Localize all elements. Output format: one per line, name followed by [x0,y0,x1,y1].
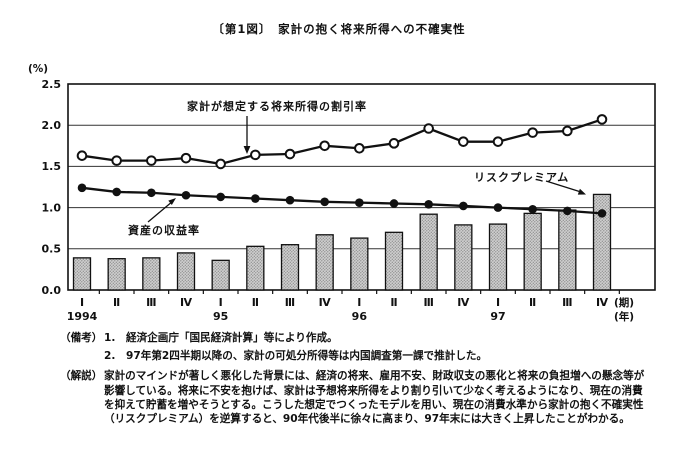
open-circle-marker [284,148,296,160]
filled-circle-marker [251,194,260,203]
discount-rate-annotation: 家計が想定する将来所得の割引率 [187,100,367,113]
risk-arrow-line [545,180,582,193]
open-circle-marker [146,155,157,166]
filled-circle-marker [77,183,87,193]
risk-premium-bar [211,259,230,291]
discount-arrow-head [243,146,251,154]
x-quarter-label: Ⅰ [80,296,84,309]
risk-premium-bar [384,231,404,291]
open-circle-marker [354,142,365,154]
x-quarter-label: Ⅱ [390,296,397,309]
return-arrow-line [147,200,174,223]
x-quarter-label: Ⅲ [285,296,295,309]
x-year-label: 97 [490,310,505,323]
y-tick-label: 1.5 [42,160,62,173]
open-circle-marker [76,150,88,161]
kaisetsu-body: 家計のマインドが著しく悪化した背景には、経済の将来、雇用不安、財政収支の悪化と将… [104,370,645,426]
filled-circle-marker [493,203,503,212]
open-circle-marker [458,136,469,147]
risk-premium-bar [558,209,577,291]
open-circle-marker [596,114,608,125]
biko-label: （備考） [60,332,103,344]
risk-premium-bar [523,212,542,291]
biko-item-2: 2. 97年第2四半期以降の、家計の可処分所得等は内国調査第一課で推計した。 [104,349,488,362]
risk-premium-bar [176,252,196,291]
x-quarter-label: Ⅰ [219,296,223,309]
risk-premium-annotation: リスクプレミアム [474,171,570,184]
figure-title: 〔第1図〕 家計の抱く将来所得への不確実性 [212,22,466,36]
x-quarter-label: Ⅳ [457,296,470,309]
x-year-label: 95 [213,310,228,323]
filled-circle-marker [528,204,537,214]
open-circle-marker [111,155,122,166]
risk-premium-bar [592,193,612,291]
open-circle-marker [423,123,434,134]
asset-return-annotation: 資産の収益率 [128,224,200,237]
y-tick-label: 1.0 [42,201,62,214]
notes-section: （備考） 1. 経済企画庁「国民経済計算」等により作成。 2. 97年第2四半期… [60,331,652,429]
risk-arrow-head [577,188,586,195]
risk-premium-bar [280,244,300,291]
open-circle-marker [492,136,504,147]
risk-premium-bar [72,257,92,291]
risk-premium-bar [142,257,161,291]
filled-circle-marker [216,192,225,202]
y-tick-label: 0.0 [42,284,62,297]
risk-premium-bar [488,223,508,291]
x-year-label: 1994 [67,310,98,323]
x-quarter-label: Ⅰ [496,296,500,309]
open-circle-marker [319,140,330,152]
open-circle-marker [562,125,573,137]
y-axis-unit-label: (%) [28,63,48,75]
y-tick-label: 2.5 [42,78,62,91]
filled-circle-marker [181,190,191,200]
x-quarter-label: Ⅱ [252,296,259,309]
x-quarter-label: Ⅳ [319,296,332,309]
open-circle-marker [250,149,261,161]
x-quarter-label: Ⅱ [529,296,536,309]
risk-premium-bar [246,245,265,291]
filled-circle-marker [147,188,156,198]
asset-return-line [81,186,603,215]
biko-body: 1. 経済企画庁「国民経済計算」等により作成。 2. 97年第2四半期以降の、家… [104,331,652,366]
risk-premium-bar [315,234,334,291]
x-quarter-label: Ⅳ [180,296,193,309]
x-quarter-label: Ⅳ [596,296,609,309]
filled-circle-marker [112,187,121,197]
biko-note: （備考） 1. 経済企画庁「国民経済計算」等により作成。 2. 97年第2四半期… [60,331,652,366]
risk-premium-bar [454,224,473,291]
filled-circle-marker [563,206,572,216]
open-circle-marker [215,158,226,170]
x-quarter-label: Ⅰ [357,296,361,309]
y-tick-label: 0.5 [42,243,62,256]
chart: 0.0 0.5 1.0 1.5 2.0 2.5 (%) Ⅰ Ⅱ Ⅲ Ⅳ Ⅰ Ⅱ Ⅲ Ⅳ Ⅰ Ⅱ Ⅲ Ⅳ Ⅰ Ⅱ Ⅲ Ⅳ 199… [28,63,656,323]
filled-circle-marker [389,199,399,208]
filled-circle-marker [597,209,607,218]
x-quarter-label: Ⅲ [562,296,572,309]
x-quarter-label: Ⅱ [113,296,120,309]
x-quarter-label: Ⅲ [423,296,433,309]
filled-circle-marker [424,200,433,209]
risk-premium-bar [350,237,369,291]
filled-circle-marker [355,198,364,207]
period-suffix-label: (期) [614,296,634,309]
filled-circle-marker [285,195,295,205]
filled-circle-marker [459,201,468,211]
x-year-label: 96 [352,310,368,323]
kaisetsu-note: （解説） 家計のマインドが著しく悪化した背景には、経済の将来、雇用不安、財政収支… [60,369,652,426]
year-suffix-label: (年) [614,310,634,323]
return-arrow-head [168,198,176,205]
risk-premium-bar [419,213,438,291]
discount-rate-line [81,118,603,166]
biko-item-1: 1. 経済企画庁「国民経済計算」等により作成。 [104,332,338,344]
x-quarter-label: Ⅲ [146,296,156,309]
y-tick-label: 2.0 [42,119,62,132]
open-circle-marker [388,138,400,149]
open-circle-marker [527,127,538,138]
filled-circle-marker [320,197,329,207]
kaisetsu-label: （解説） [60,370,103,383]
risk-premium-bar [107,258,126,291]
open-circle-marker [180,152,192,164]
